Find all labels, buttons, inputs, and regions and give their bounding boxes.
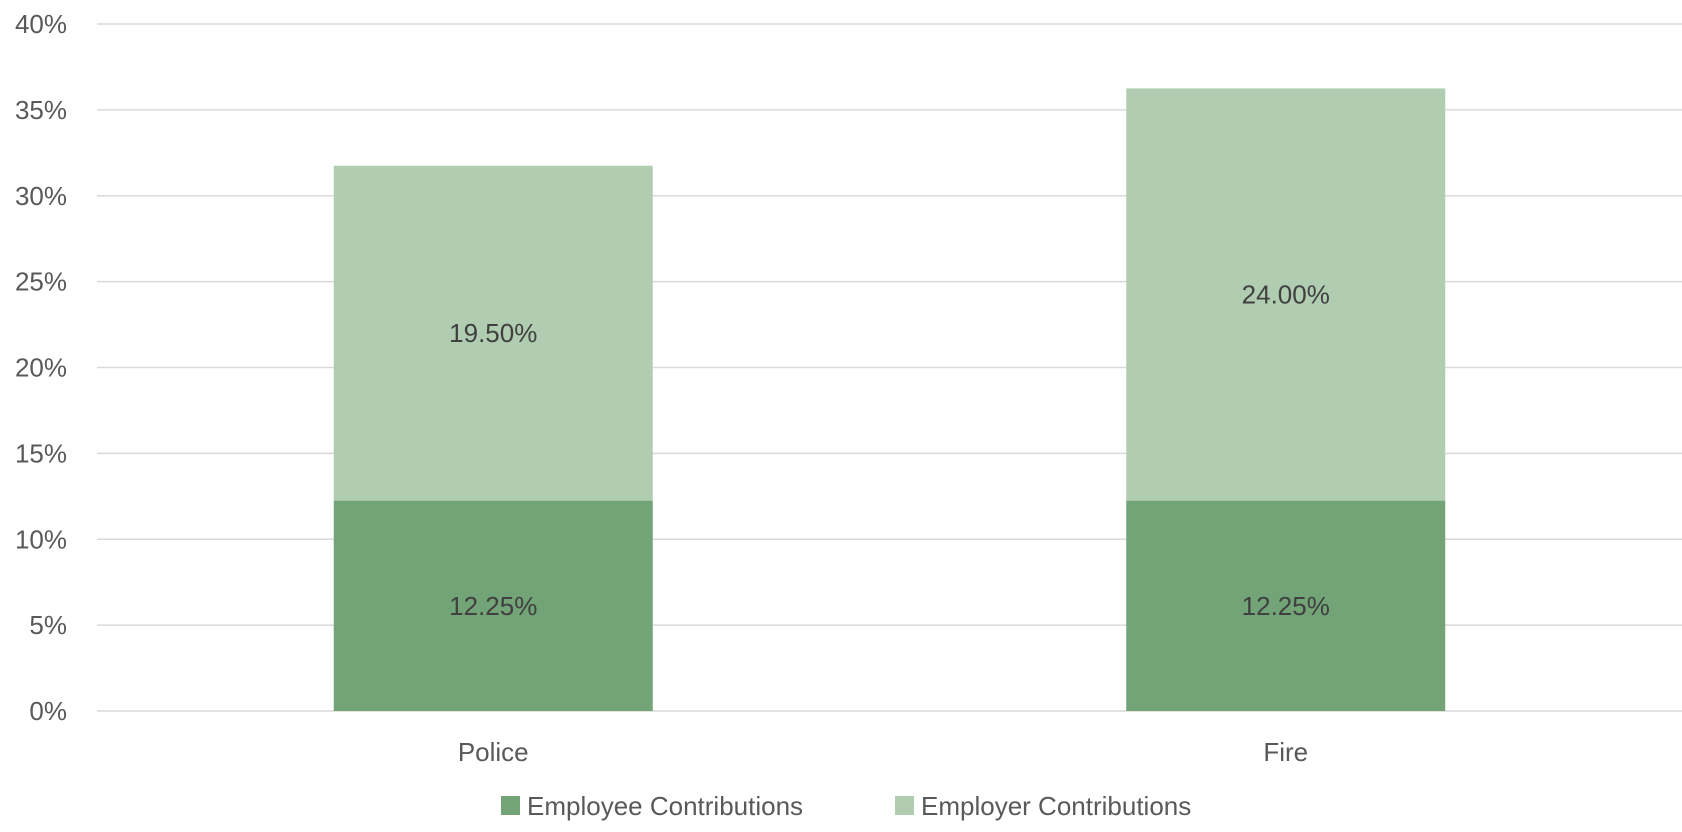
legend-label: Employee Contributions bbox=[527, 791, 803, 821]
data-label: 12.25% bbox=[449, 591, 537, 621]
y-tick-label: 40% bbox=[15, 9, 67, 39]
data-label: 12.25% bbox=[1242, 591, 1330, 621]
y-tick-label: 0% bbox=[29, 696, 67, 726]
bar-segment-employer-fire bbox=[1126, 88, 1446, 501]
y-axis-tick-labels: 0% 5% 10% 15% 20% 25% 30% 35% 40% bbox=[15, 9, 67, 726]
legend-swatch bbox=[501, 796, 520, 815]
legend-swatch bbox=[895, 796, 914, 815]
y-tick-label: 20% bbox=[15, 353, 67, 383]
y-tick-label: 15% bbox=[15, 438, 67, 468]
legend: Employee Contributions Employer Contribut… bbox=[501, 791, 1191, 821]
y-tick-label: 10% bbox=[15, 524, 67, 554]
legend-label: Employer Contributions bbox=[921, 791, 1191, 821]
x-tick-label: Fire bbox=[1263, 737, 1308, 767]
y-tick-label: 35% bbox=[15, 95, 67, 125]
y-tick-label: 5% bbox=[29, 610, 67, 640]
bar-segment-employee-fire bbox=[1126, 500, 1446, 711]
bar-segment-employee-police bbox=[333, 500, 653, 711]
bars bbox=[333, 88, 1446, 711]
y-tick-label: 25% bbox=[15, 267, 67, 297]
bar-segment-employer-police bbox=[333, 165, 653, 501]
data-label: 24.00% bbox=[1242, 280, 1330, 310]
x-tick-label: Police bbox=[458, 737, 529, 767]
x-axis-tick-labels: Police Fire bbox=[458, 737, 1308, 767]
y-tick-label: 30% bbox=[15, 181, 67, 211]
data-labels: 12.25% 19.50% 12.25% 24.00% bbox=[449, 280, 1330, 621]
data-label: 19.50% bbox=[449, 318, 537, 348]
